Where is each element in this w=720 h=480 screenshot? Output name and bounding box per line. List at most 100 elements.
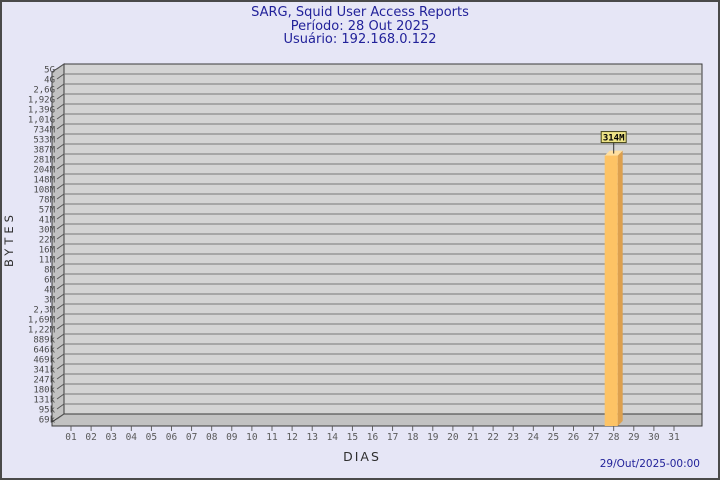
x-tick-label: 13 [306,432,317,443]
y-tick [56,73,65,80]
value-label-box [600,131,627,144]
y-tick-label: 95k [39,406,56,416]
x-tick-label: 28 [608,432,620,443]
y-tick [56,293,65,300]
value-label: 314M [603,134,625,144]
y-tick-label: 281M [33,156,55,166]
y-tick-label: 387M [33,146,55,156]
y-tick-label: 4G [44,76,55,86]
x-tick-label: 08 [206,432,218,443]
chart-title: SARG, Squid User Access Reports [251,5,469,20]
y-tick [56,283,65,290]
y-tick [56,243,65,250]
x-tick-label: 23 [507,432,518,443]
x-tick-label: 27 [588,432,599,443]
y-tick-label: 180k [33,386,55,396]
y-tick-label: 2,6G [33,86,55,96]
y-tick-label: 1,22M [28,326,56,336]
y-tick [56,333,65,340]
x-tick-label: 20 [447,432,459,443]
y-tick [56,173,65,180]
x-tick-label: 15 [347,432,358,443]
bar-side-face [617,150,623,426]
y-tick [56,413,65,420]
y-tick [56,303,65,310]
x-tick-label: 22 [487,432,498,443]
y-tick [56,93,65,100]
y-tick [56,263,65,270]
y-tick-label: 533M [33,136,55,146]
y-tick [56,63,65,70]
x-tick-label: 25 [548,432,559,443]
y-tick-label: 30M [39,226,56,236]
y-tick [56,143,65,150]
chart-period: Período: 28 Out 2025 [290,18,430,34]
y-tick-label: 57M [39,206,56,216]
y-tick-label: 1,39G [28,106,55,116]
y-tick [56,83,65,90]
x-tick-label: 24 [528,432,540,443]
x-tick-label: 10 [246,432,258,443]
y-tick-label: 646k [33,346,55,356]
y-tick-label: 4M [44,286,55,296]
y-tick [56,233,65,240]
y-tick [56,383,65,390]
y-tick [56,183,65,190]
y-tick [56,273,65,280]
x-tick-label: 07 [186,432,197,443]
x-tick-label: 06 [166,432,178,443]
plot-floor [51,413,703,427]
y-tick [56,313,65,320]
y-axis-title: BYTES [2,211,16,267]
y-tick [56,133,65,140]
y-tick-label: 78M [39,196,56,206]
x-tick-label: 11 [266,432,278,443]
y-tick-label: 1,01G [28,116,55,126]
report-timestamp: 29/Out/2025-00:00 [599,458,700,470]
y-tick-label: 341k [33,366,55,376]
x-tick-label: 16 [367,432,379,443]
x-tick-label: 21 [467,432,479,443]
x-tick-label: 17 [387,432,398,443]
x-tick-label: 26 [568,432,580,443]
y-tick-label: 131k [33,396,55,406]
x-tick-label: 04 [126,432,138,443]
x-tick-label: 01 [65,432,77,443]
x-tick-label: 12 [286,432,297,443]
y-tick-label: 3M [44,296,55,306]
y-tick-label: 5G [44,66,55,76]
x-tick-label: 18 [407,432,419,443]
y-tick-label: 108M [33,186,55,196]
x-tick-label: 19 [427,432,439,443]
y-tick [56,123,65,130]
y-tick-label: 69k [39,416,56,426]
y-tick [56,353,65,360]
y-tick-label: 1,92G [28,96,55,106]
y-tick-label: 8M [44,266,55,276]
chart-header: SARG, Squid User Access Reports Período:… [2,6,718,47]
y-tick-label: 11M [39,256,56,266]
x-tick-label: 30 [648,432,660,443]
y-tick [56,153,65,160]
x-tick-label: 03 [105,432,116,443]
y-tick [56,363,65,370]
chart-user: Usuário: 192.168.0.122 [283,32,437,47]
y-tick [56,193,65,200]
y-tick-label: 2,3M [33,306,55,316]
y-tick-label: 16M [39,246,56,256]
x-tick-label: 09 [226,432,238,443]
x-tick-label: 05 [146,432,157,443]
y-tick-label: 734M [33,126,55,136]
y-tick [56,403,65,410]
x-tick-label: 14 [327,432,339,443]
y-tick-label: 204M [33,166,55,176]
y-tick [56,103,65,110]
x-tick-label: 02 [85,432,96,443]
y-tick-label: 148M [33,176,55,186]
bar-day-28 [604,155,618,426]
y-tick-label: 247k [33,376,55,386]
y-tick [56,163,65,170]
y-tick [56,393,65,400]
y-tick [56,373,65,380]
y-tick [56,323,65,330]
